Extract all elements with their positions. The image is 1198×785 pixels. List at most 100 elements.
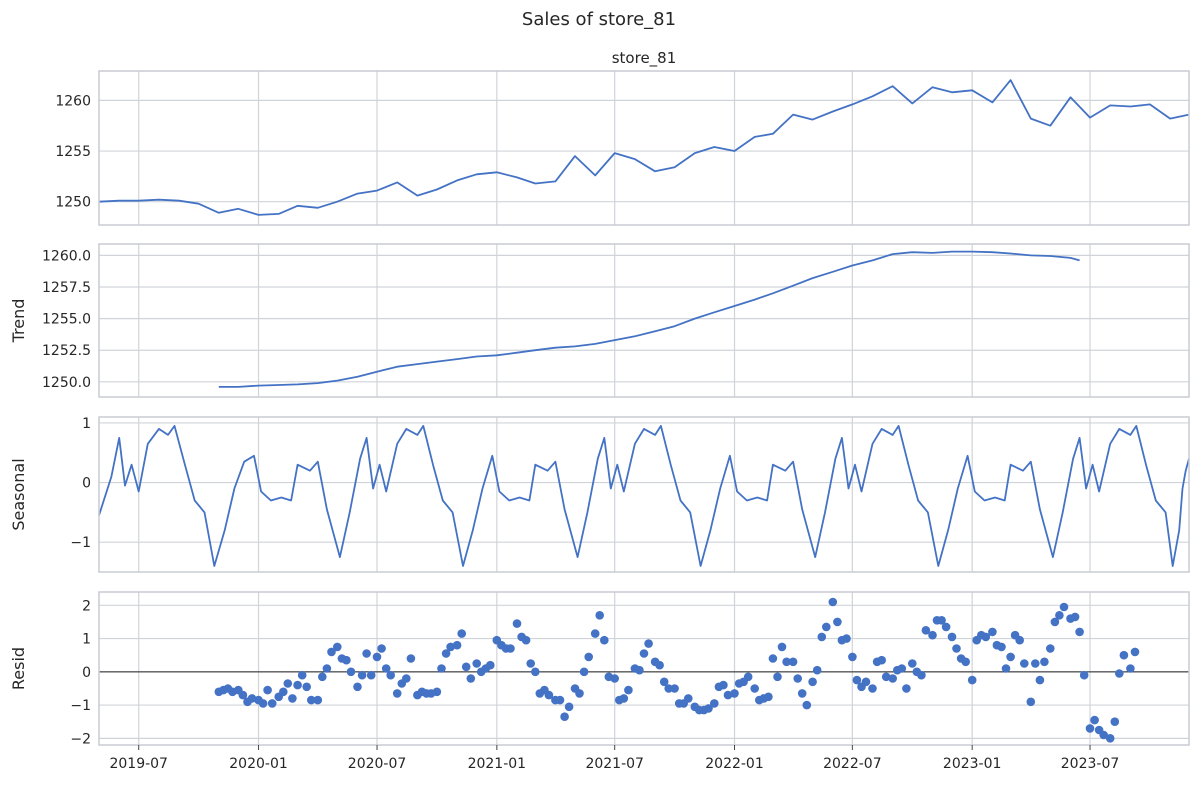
resid-point	[988, 627, 997, 637]
resid-point	[600, 635, 609, 645]
resid-point	[402, 674, 411, 683]
series-line-seasonal	[98, 425, 1190, 567]
resid-point	[710, 699, 719, 708]
resid-point	[366, 670, 376, 680]
resid-point	[1090, 715, 1099, 725]
y-tick-label: −1	[70, 698, 91, 714]
resid-point	[1006, 652, 1015, 662]
resid-point	[1099, 730, 1108, 740]
resid-point	[639, 649, 649, 658]
resid-point	[664, 684, 673, 693]
resid-point	[392, 689, 402, 698]
resid-point	[288, 694, 297, 703]
resid-point	[267, 699, 277, 708]
resid-point	[564, 702, 574, 712]
resid-point	[512, 619, 522, 628]
resid-point	[526, 659, 535, 668]
resid-point	[283, 679, 293, 688]
resid-point	[768, 654, 778, 663]
axes-frame	[98, 70, 1190, 226]
resid-point	[333, 642, 342, 652]
resid-point	[1070, 612, 1080, 622]
x-tick-label: 2020-01	[229, 756, 288, 772]
series-line-trend	[218, 250, 1080, 388]
resid-point	[506, 644, 515, 653]
y-tick-label: 1252.5	[42, 343, 91, 359]
y-tick-label: 1260.0	[42, 248, 91, 264]
resid-point	[861, 677, 871, 687]
resid-point	[461, 662, 471, 672]
resid-point	[590, 629, 600, 638]
resid-point	[719, 680, 728, 690]
x-tick-label: 2021-07	[585, 756, 644, 772]
y-tick-label: 1250.0	[42, 375, 91, 391]
y-tick-label: 2	[82, 598, 91, 614]
resid-point	[877, 655, 886, 665]
resid-point	[902, 684, 911, 693]
resid-point	[1075, 627, 1084, 637]
resid-point	[1020, 659, 1029, 668]
resid-point	[1046, 644, 1055, 653]
resid-point	[888, 674, 897, 683]
resid-point	[302, 682, 312, 692]
resid-point	[833, 617, 842, 627]
resid-point	[937, 616, 946, 625]
resid-point	[446, 642, 455, 652]
resid-point	[828, 597, 838, 607]
resid-point	[868, 684, 877, 693]
resid-point	[555, 695, 565, 705]
axes-frame	[98, 416, 1190, 573]
x-tick-label: 2021-01	[468, 756, 527, 772]
resid-point	[684, 694, 693, 703]
resid-point	[441, 649, 451, 658]
y-tick-label: −2	[70, 731, 91, 747]
resid-point	[327, 647, 336, 657]
resid-point	[521, 635, 531, 645]
resid-point	[1119, 650, 1129, 660]
resid-point	[247, 694, 257, 703]
resid-point	[1015, 635, 1024, 645]
resid-point	[624, 685, 633, 695]
resid-point	[659, 677, 669, 687]
resid-point	[1085, 724, 1095, 733]
y-axis-label: Trend	[9, 299, 28, 344]
resid-point	[381, 664, 391, 673]
x-tick-label: 2023-01	[943, 756, 1002, 772]
resid-point	[544, 690, 554, 700]
resid-point	[595, 611, 604, 620]
resid-point	[782, 657, 791, 667]
y-tick-label: 1260	[55, 93, 91, 109]
resid-point	[952, 644, 961, 653]
resid-point	[1115, 669, 1124, 678]
axes-frame	[98, 591, 1190, 746]
resid-point	[263, 685, 272, 695]
panels-group: 125012551260store_811250.01252.51255.012…	[9, 49, 1190, 772]
series-line-observed	[98, 79, 1190, 216]
resid-point	[293, 680, 302, 690]
resid-point	[997, 642, 1006, 652]
resid-point	[1130, 647, 1140, 657]
resid-point	[457, 629, 467, 638]
resid-point	[941, 622, 951, 632]
y-tick-label: 0	[82, 665, 91, 681]
resid-point	[817, 632, 827, 642]
resid-point	[881, 672, 891, 682]
resid-point	[386, 670, 396, 680]
y-tick-label: 1255.0	[42, 312, 91, 328]
resid-point	[655, 660, 664, 670]
y-tick-label: 1250	[55, 195, 91, 211]
resid-point	[452, 640, 462, 650]
y-axis-label: Seasonal	[9, 458, 28, 530]
panel-resid: −2 −1 0 1 2 Resid 2019-07 2020-01 2020-07 2021-01…	[9, 591, 1190, 772]
resid-point	[644, 639, 653, 648]
panel-title: store_81	[612, 49, 677, 68]
resid-point	[1001, 664, 1011, 673]
resid-point	[1035, 675, 1045, 685]
resid-point	[793, 674, 802, 683]
resid-point	[1040, 657, 1049, 667]
resid-point	[928, 630, 937, 640]
resid-point	[619, 694, 629, 703]
y-tick-label: −1	[70, 535, 91, 551]
resid-point	[788, 657, 798, 667]
resid-point	[313, 695, 323, 705]
